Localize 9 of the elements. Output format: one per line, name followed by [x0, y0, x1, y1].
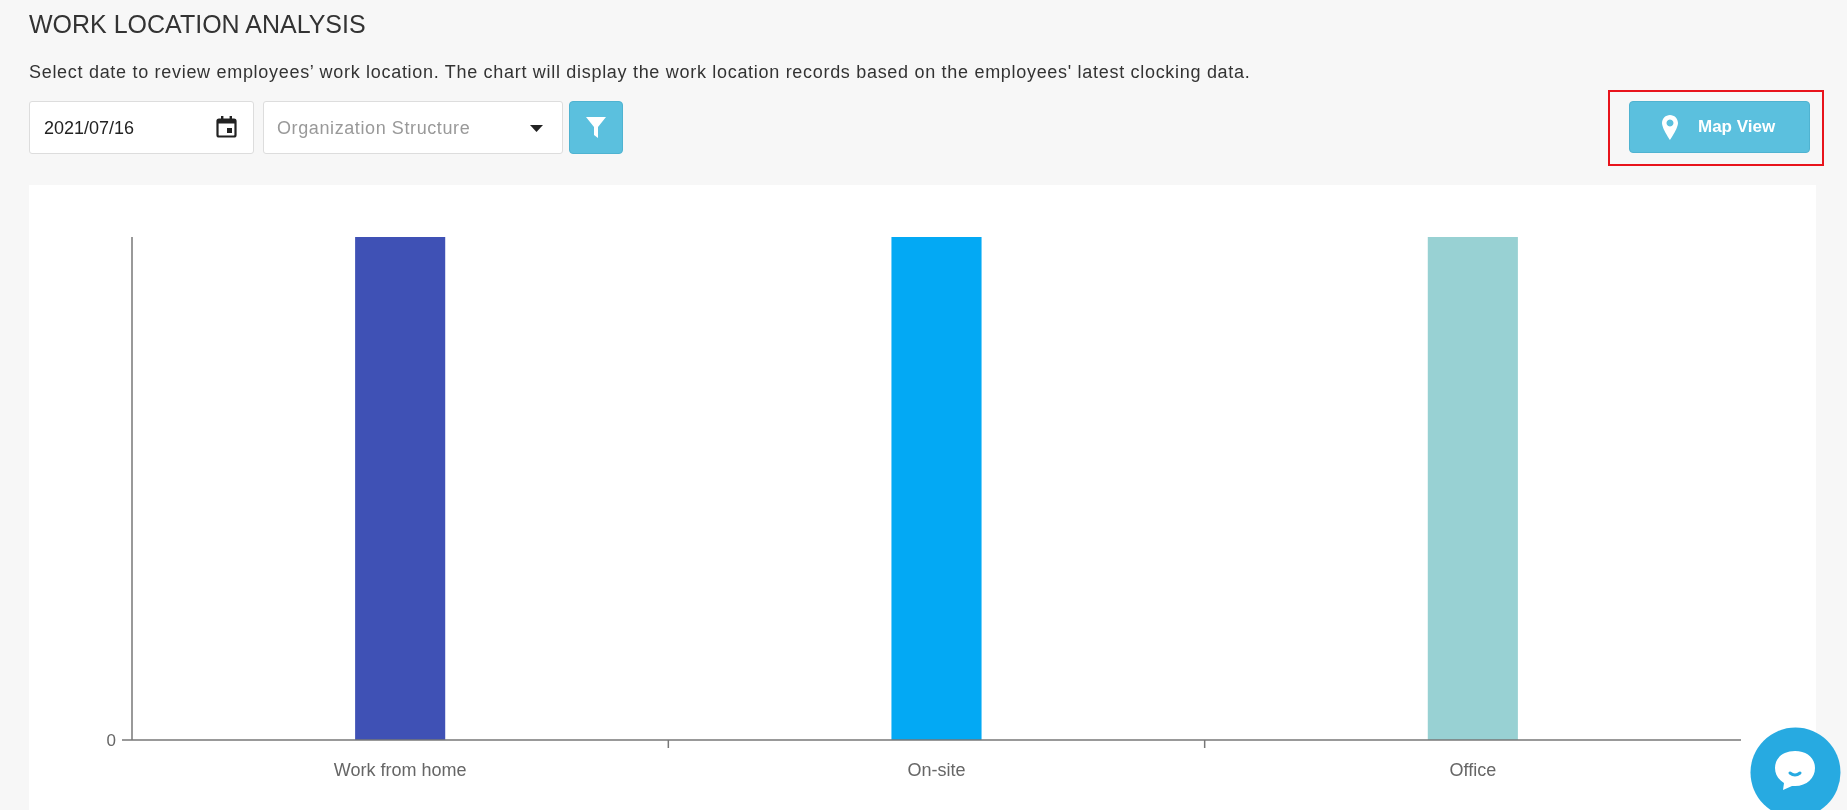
date-input: 2021/07/16 [29, 101, 254, 154]
x-tick-label: On-site [907, 760, 966, 781]
chart-title: WORK LOCATION ANALYSIS [29, 9, 366, 39]
dropdown-select: Organization Structure [263, 101, 563, 154]
x-tick-label: Office [1449, 760, 1497, 781]
chart-subtitle: Select date to review employees’ work location. The chart will display the work location records based on the employees' latest clocking data. [29, 61, 1251, 83]
button: Map View [1629, 101, 1810, 153]
x-tick-label: Work from home [333, 760, 467, 781]
text: 0 [106, 730, 116, 750]
